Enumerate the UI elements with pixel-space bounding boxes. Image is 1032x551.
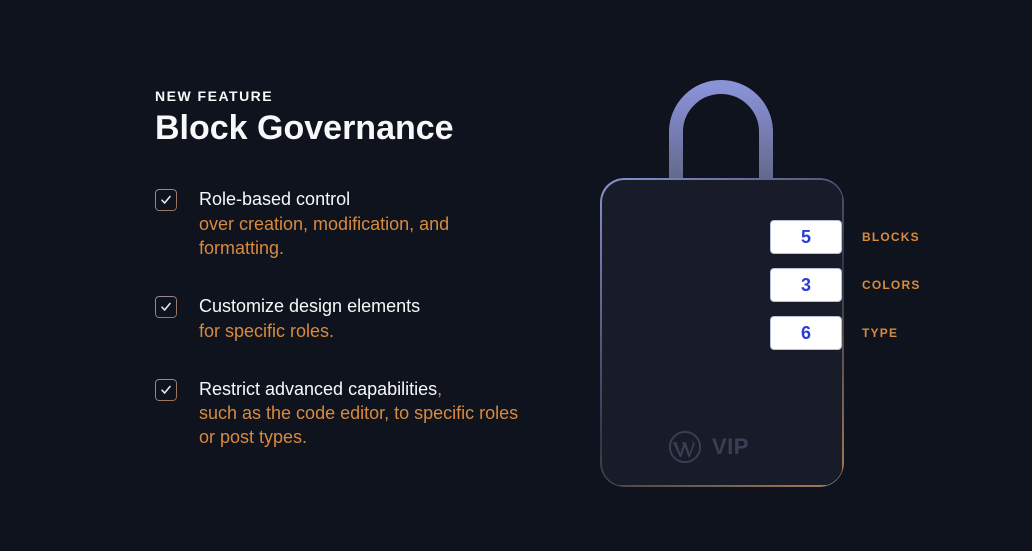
- lock-dials: 5 BLOCKS 3 COLORS 6 TYPE: [770, 220, 921, 350]
- feature-item: Customize design elements for specific r…: [155, 294, 535, 343]
- checkbox-icon: [155, 379, 177, 401]
- feature-line-accent: for specific roles.: [199, 319, 420, 343]
- brand-text: VIP: [712, 434, 749, 460]
- dial-label: BLOCKS: [862, 230, 920, 244]
- infographic-canvas: NEW FEATURE Block Governance Role-based …: [0, 0, 1032, 551]
- dial-value: 6: [770, 316, 842, 350]
- dial-label: COLORS: [862, 278, 921, 292]
- feature-line-accent: such as the code editor, to specific rol…: [199, 401, 535, 450]
- feature-line-white: Restrict advanced capabilities,: [199, 377, 535, 401]
- dial-row: 3 COLORS: [770, 268, 921, 302]
- feature-item: Restrict advanced capabilities, such as …: [155, 377, 535, 450]
- dial-label: TYPE: [862, 326, 898, 340]
- feature-line-accent: over creation, modification, and formatt…: [199, 212, 535, 261]
- dial-row: 6 TYPE: [770, 316, 921, 350]
- dial-row: 5 BLOCKS: [770, 220, 921, 254]
- feature-line-white: Role-based control: [199, 187, 535, 211]
- brand-logo: VIP: [668, 430, 749, 464]
- feature-line-white: Customize design elements: [199, 294, 420, 318]
- lock-illustration: VIP 5 BLOCKS 3 COLORS 6 TYPE: [580, 70, 980, 490]
- wordpress-icon: [668, 430, 702, 464]
- left-column: NEW FEATURE Block Governance Role-based …: [155, 88, 535, 484]
- checkbox-icon: [155, 296, 177, 318]
- kicker: NEW FEATURE: [155, 88, 535, 104]
- feature-text: Restrict advanced capabilities, such as …: [199, 377, 535, 450]
- dial-value: 5: [770, 220, 842, 254]
- feature-text: Customize design elements for specific r…: [199, 294, 420, 343]
- feature-item: Role-based control over creation, modifi…: [155, 187, 535, 260]
- page-title: Block Governance: [155, 110, 535, 147]
- feature-text: Role-based control over creation, modifi…: [199, 187, 535, 260]
- dial-value: 3: [770, 268, 842, 302]
- checkbox-icon: [155, 189, 177, 211]
